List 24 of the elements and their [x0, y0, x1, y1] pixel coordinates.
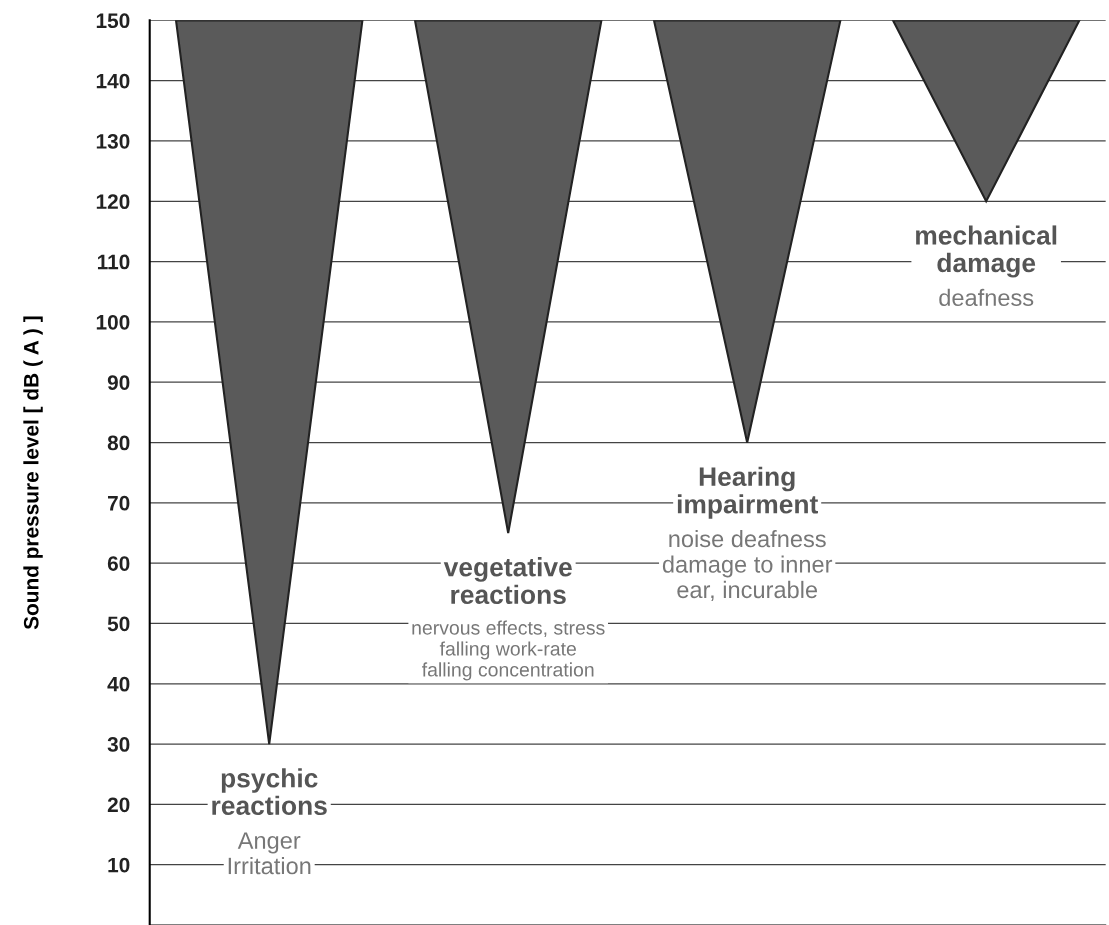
y-tick-label: 100 — [96, 314, 130, 330]
annotation: deafness — [939, 288, 1034, 307]
y-tick-label: 140 — [96, 73, 130, 89]
x-tick-label: psychic reactions — [212, 768, 327, 816]
y-tick-label: 120 — [96, 194, 130, 210]
y-tick-label: 40 — [107, 676, 130, 692]
x-tick-label: Hearing impairment — [677, 466, 818, 519]
y-tick-label: 80 — [107, 435, 130, 451]
y-tick-label: 50 — [107, 616, 130, 632]
x-tick-label: mechanical damage — [916, 225, 1057, 278]
y-tick-label: 130 — [96, 133, 130, 149]
annotation: Anger Irritation — [228, 832, 311, 875]
y-tick-label: 90 — [107, 375, 130, 390]
y-tick-label: 150 — [96, 13, 130, 29]
y-tick-label: 10 — [108, 857, 130, 873]
y-tick-label: 60 — [107, 556, 130, 571]
y-tick-label: 30 — [107, 737, 130, 752]
annotation: nervous effects, stress falling work-rate falling concentration — [412, 620, 605, 681]
y-tick-label: 70 — [108, 495, 130, 511]
y-axis-title: Sound pressure level [ dB ( A ) ] — [23, 316, 43, 630]
annotation: noise deafness damage to inner ear, incurable — [662, 529, 833, 601]
y-tick-label: 110 — [97, 254, 130, 270]
x-tick-label: vegetative reactions — [443, 557, 572, 605]
y-tick-label: 20 — [107, 797, 130, 813]
